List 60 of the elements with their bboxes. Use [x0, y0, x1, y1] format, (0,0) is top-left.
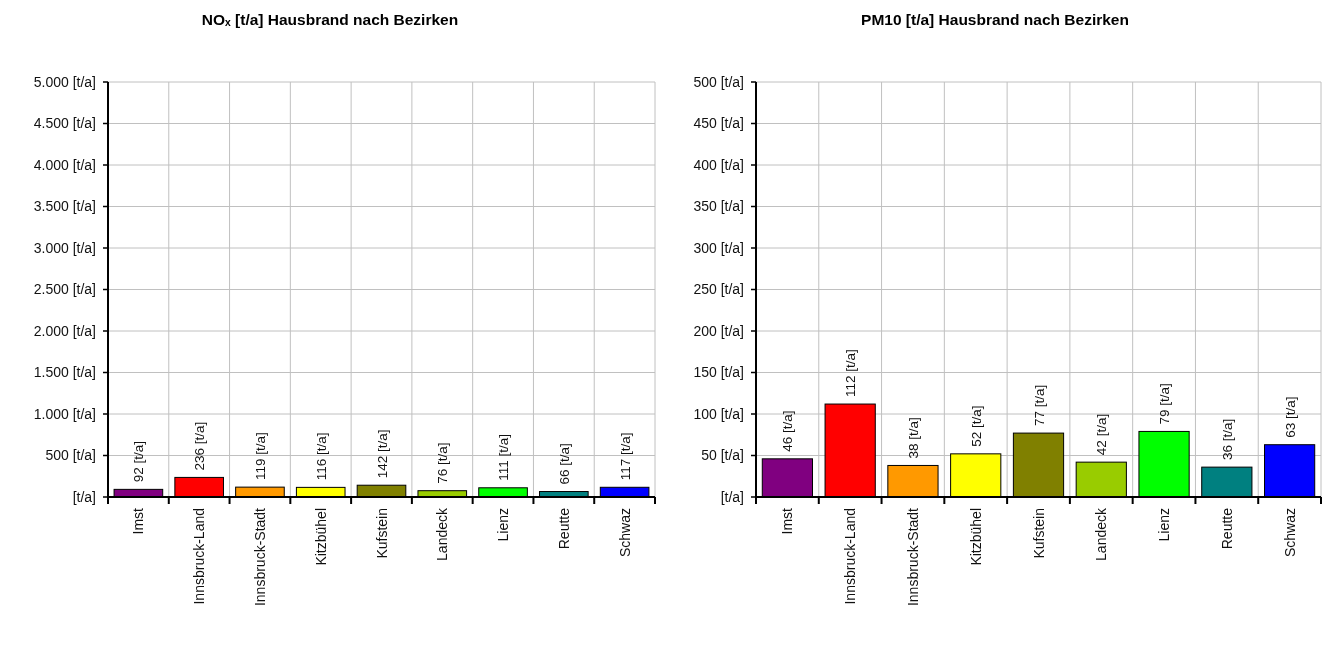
data-label: 142 [t/a] — [374, 429, 390, 479]
x-tick-label: Imst — [779, 507, 796, 535]
y-tick-label: 450 [t/a] — [693, 115, 744, 132]
data-label: 46 [t/a] — [780, 410, 796, 452]
x-tick-label: Reutte — [1218, 507, 1235, 550]
x-tick-label: Lienz — [1156, 508, 1173, 542]
y-tick-label: 5.000 [t/a] — [33, 73, 96, 90]
x-tick-label: Innsbruck-Stadt — [251, 507, 268, 607]
y-tick-label: [t/a] — [72, 488, 96, 505]
y-tick-label: 4.000 [t/a] — [33, 156, 96, 173]
x-tick-label: Schwaz — [616, 508, 633, 558]
data-label: 236 [t/a] — [192, 421, 208, 471]
y-tick-label: 300 [t/a] — [693, 239, 744, 256]
x-tick-label: Lienz — [495, 508, 512, 542]
y-tick-label: 1.500 [t/a] — [33, 364, 96, 381]
data-label: 77 [t/a] — [1031, 384, 1047, 427]
data-label: 117 [t/a] — [617, 432, 633, 481]
data-label: 116 [t/a] — [313, 432, 329, 481]
data-label: 66 [t/a] — [556, 443, 572, 485]
y-tick-label: 4.500 [t/a] — [33, 115, 96, 132]
x-tick-label: Landeck — [434, 507, 451, 561]
data-label: 63 [t/a] — [1282, 396, 1298, 438]
data-label: 111 [t/a] — [496, 433, 512, 481]
y-tick-label: 150 [t/a] — [693, 364, 744, 381]
data-label: 79 [t/a] — [1157, 383, 1173, 425]
data-label: 119 [t/a] — [252, 432, 268, 481]
data-label: 36 [t/a] — [1219, 418, 1235, 461]
x-tick-label: Innsbruck-Land — [842, 508, 859, 605]
data-label: 42 [t/a] — [1094, 413, 1110, 456]
y-tick-label: 3.500 [t/a] — [33, 198, 96, 215]
x-tick-label: Schwaz — [1281, 508, 1298, 558]
x-tick-label: Kufstein — [1030, 508, 1047, 559]
y-tick-label: 2.500 [t/a] — [33, 281, 96, 298]
x-tick-label: Kufstein — [373, 508, 390, 559]
y-tick-label: 250 [t/a] — [693, 281, 744, 298]
y-tick-label: 500 [t/a] — [693, 73, 744, 90]
y-tick-label: 50 [t/a] — [701, 447, 744, 464]
x-tick-label: Reutte — [555, 507, 572, 550]
x-tick-label: Innsbruck-Land — [191, 508, 208, 605]
data-label: 92 [t/a] — [131, 441, 147, 483]
x-tick-label: Kitzbühel — [967, 508, 984, 566]
chart-title: NOₓ [t/a] Hausbrand nach Bezirken — [201, 11, 459, 28]
y-tick-label: 100 [t/a] — [693, 405, 744, 422]
y-tick-label: 400 [t/a] — [693, 156, 744, 173]
y-tick-label: 500 [t/a] — [45, 447, 96, 464]
data-label: 52 [t/a] — [968, 405, 984, 447]
chart-title: PM10 [t/a] Hausbrand nach Bezirken — [861, 11, 1129, 28]
x-tick-label: Landeck — [1093, 507, 1110, 561]
x-tick-label: Imst — [130, 507, 147, 535]
y-tick-label: 200 [t/a] — [693, 322, 744, 339]
data-label: 76 [t/a] — [435, 442, 451, 484]
y-tick-label: 3.000 [t/a] — [33, 239, 96, 256]
data-label: 112 [t/a] — [843, 349, 859, 398]
data-label: 38 [t/a] — [905, 417, 921, 459]
y-tick-label: 350 [t/a] — [693, 198, 744, 215]
x-tick-label: Kitzbühel — [312, 508, 329, 566]
y-tick-label: 2.000 [t/a] — [33, 322, 96, 339]
y-tick-label: 1.000 [t/a] — [33, 405, 96, 422]
y-tick-label: [t/a] — [720, 488, 744, 505]
x-tick-label: Innsbruck-Stadt — [904, 507, 921, 607]
